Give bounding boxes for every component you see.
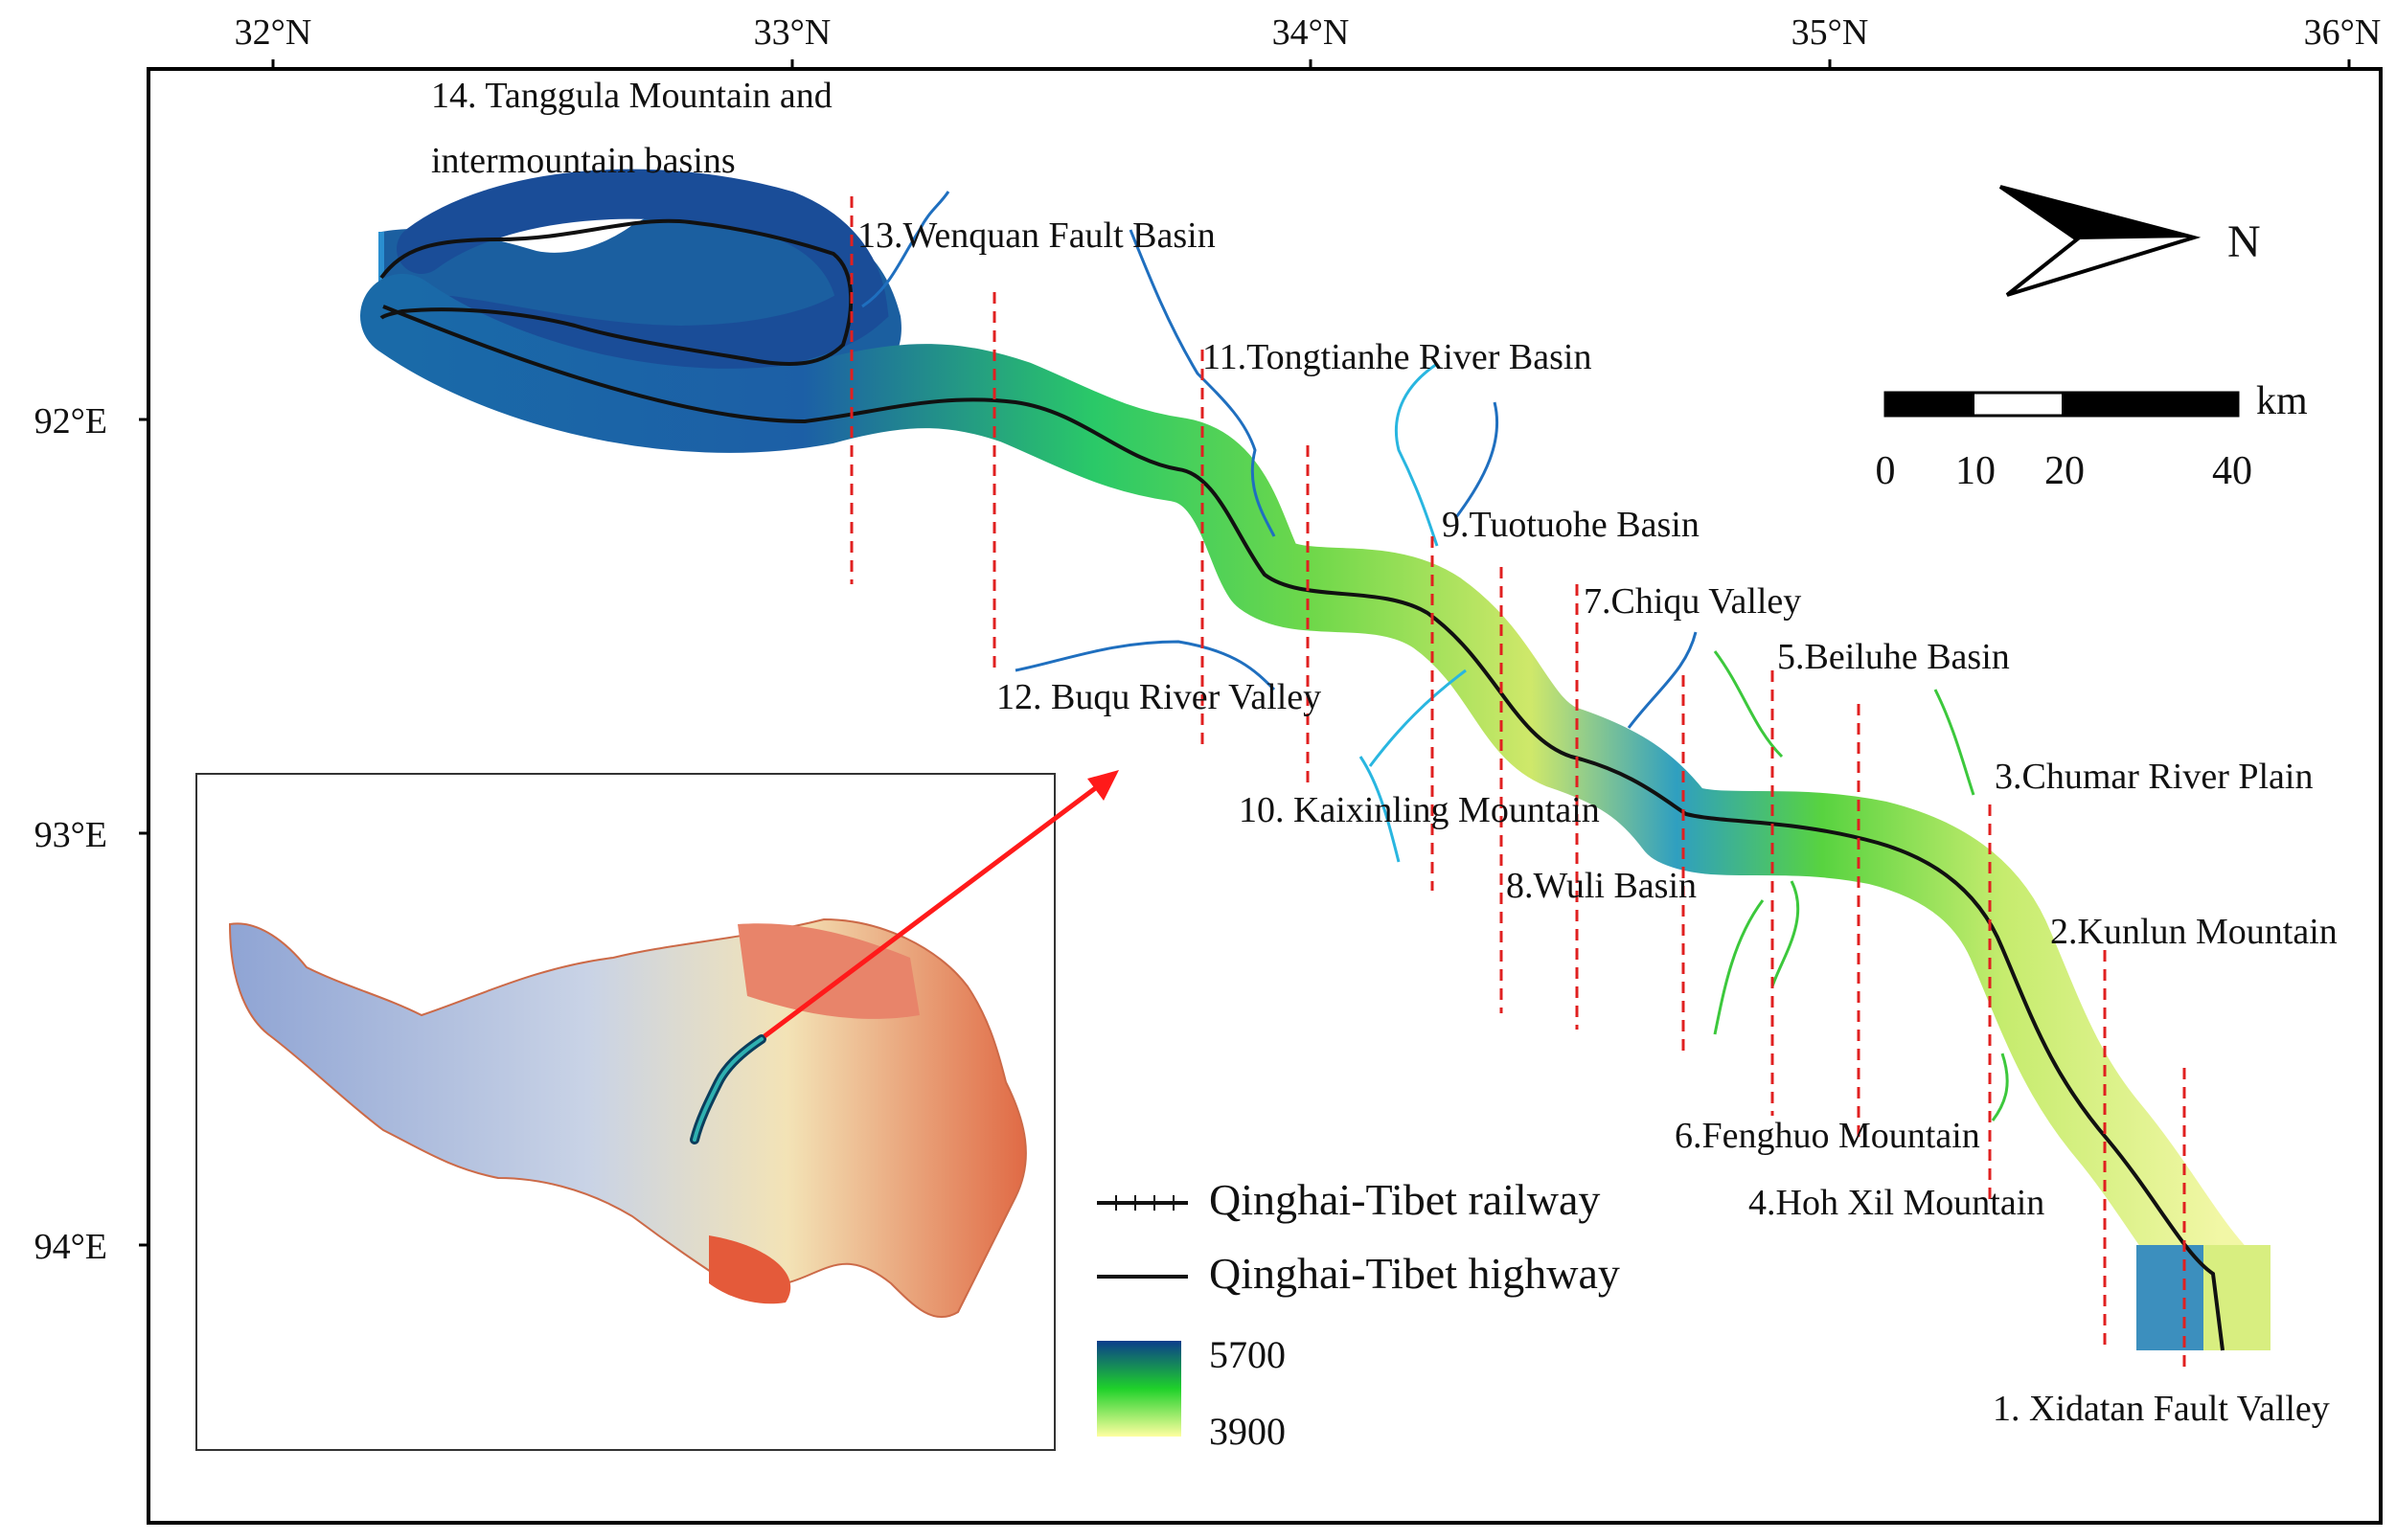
north-arrow: N (1998, 185, 2261, 297)
legend-elev-low: 3900 (1209, 1410, 1286, 1453)
left-tick-label: 92°E (34, 401, 107, 442)
transport-lines (379, 218, 2225, 1351)
top-axis: 32°N 33°N 34°N 35°N 36°N (235, 12, 2382, 69)
map-frame (147, 67, 2383, 1525)
region-label-1: 1. Xidatan Fault Valley (1993, 1389, 2330, 1429)
legend-railway: Qinghai-Tibet railway (1209, 1175, 1600, 1224)
region-label-6: 6.Fenghuo Mountain (1675, 1116, 1980, 1156)
region-label-7: 7.Chiqu Valley (1584, 581, 1801, 622)
scale-unit: km (2256, 379, 2308, 423)
top-tick-label: 32°N (235, 12, 312, 53)
scale-tick: 10 (1955, 449, 1996, 493)
section-boundaries (850, 196, 2186, 1370)
region-label-12: 12. Buqu River Valley (996, 677, 1321, 717)
region-labels: 14. Tanggula Mountain and intermountain … (431, 76, 2338, 1429)
pointer-arrow (763, 770, 1119, 1038)
region-label-3: 3.Chumar River Plain (1995, 757, 2313, 797)
top-tick-label: 35°N (1791, 12, 1869, 53)
scale-tick: 0 (1876, 449, 1896, 493)
tibetan-plateau-shape (228, 917, 1027, 1319)
region-label-10: 10. Kaixinling Mountain (1239, 790, 1600, 830)
top-tick-label: 34°N (1272, 12, 1350, 53)
left-axis: 92°E 93°E 94°E (34, 401, 148, 1267)
left-tick-label: 93°E (34, 815, 107, 855)
region-label-9: 9.Tuotuohe Basin (1442, 505, 1700, 545)
top-tick-label: 36°N (2304, 12, 2382, 53)
region-label-14: 14. Tanggula Mountain and (431, 76, 833, 116)
railway-line (382, 305, 2225, 1351)
legend-highway: Qinghai-Tibet highway (1209, 1249, 1620, 1298)
north-label: N (2227, 216, 2261, 267)
elevation-color-ramp (1097, 1341, 1181, 1437)
top-tick-label: 33°N (754, 12, 832, 53)
region-label-11: 11.Tongtianhe River Basin (1202, 337, 1591, 377)
inset-map (195, 773, 1056, 1451)
region-label-8: 8.Wuli Basin (1506, 866, 1697, 906)
region-label-5: 5.Beiluhe Basin (1777, 637, 2010, 677)
scale-tick: 20 (2044, 449, 2085, 493)
region-label-4: 4.Hoh Xil Mountain (1748, 1183, 2044, 1223)
region-label-14b: intermountain basins (431, 141, 736, 181)
highway-line (379, 218, 854, 366)
region-label-2: 2.Kunlun Mountain (2050, 912, 2338, 952)
scale-tick: 40 (2212, 449, 2252, 493)
arrowhead-icon (1087, 770, 1119, 801)
left-tick-label: 94°E (34, 1227, 107, 1267)
region-label-13: 13.Wenquan Fault Basin (857, 215, 1216, 256)
scale-bar: km 0 10 20 40 (1876, 379, 2309, 493)
rivers (861, 191, 2009, 1121)
legend-elev-high: 5700 (1209, 1333, 1286, 1376)
legend: Qinghai-Tibet railway Qinghai-Tibet high… (1097, 1175, 1620, 1453)
